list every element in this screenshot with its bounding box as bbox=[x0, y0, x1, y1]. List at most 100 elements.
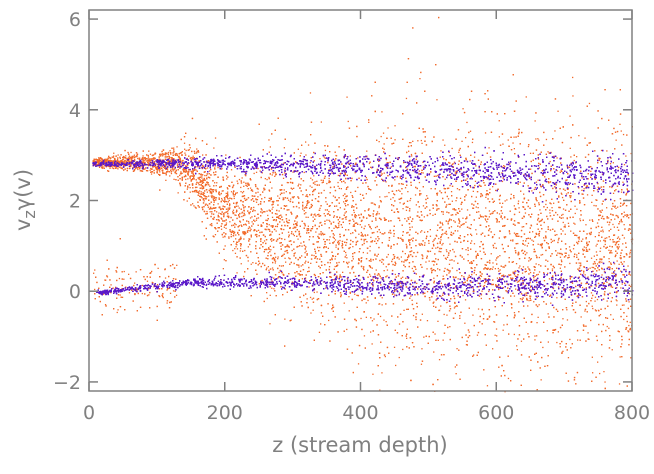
scatter-point bbox=[527, 145, 530, 148]
scatter-point bbox=[449, 243, 451, 245]
scatter-point bbox=[142, 160, 145, 162]
scatter-point bbox=[566, 309, 568, 311]
scatter-point bbox=[287, 231, 290, 233]
scatter-point bbox=[215, 197, 218, 199]
scatter-point bbox=[94, 288, 96, 291]
scatter-point bbox=[398, 189, 400, 191]
scatter-point bbox=[531, 190, 533, 192]
scatter-point bbox=[278, 197, 281, 199]
scatter-point bbox=[231, 198, 233, 200]
scatter-point bbox=[352, 246, 354, 248]
scatter-point bbox=[115, 155, 117, 157]
scatter-point bbox=[567, 222, 570, 224]
scatter-point bbox=[267, 266, 269, 268]
scatter-point bbox=[339, 239, 341, 242]
scatter-point bbox=[547, 272, 549, 274]
scatter-point bbox=[613, 272, 615, 275]
scatter-point bbox=[284, 238, 286, 241]
scatter-point bbox=[513, 312, 516, 314]
scatter-point bbox=[569, 278, 571, 280]
scatter-point bbox=[612, 223, 614, 226]
scatter-point bbox=[315, 252, 317, 254]
scatter-point bbox=[240, 186, 242, 189]
scatter-point bbox=[501, 180, 504, 183]
scatter-point bbox=[150, 167, 152, 170]
scatter-point bbox=[534, 186, 536, 189]
scatter-point bbox=[494, 268, 496, 270]
scatter-point bbox=[416, 282, 418, 284]
scatter-point bbox=[620, 287, 622, 289]
scatter-point bbox=[225, 154, 227, 156]
scatter-point bbox=[471, 240, 473, 242]
scatter-point bbox=[595, 259, 598, 261]
scatter-point bbox=[244, 249, 246, 252]
scatter-point bbox=[382, 233, 385, 235]
scatter-point bbox=[406, 308, 408, 310]
scatter-point bbox=[536, 335, 538, 337]
scatter-point bbox=[601, 189, 603, 191]
scatter-point bbox=[249, 211, 251, 213]
scatter-point bbox=[241, 211, 244, 213]
scatter-point bbox=[457, 163, 460, 165]
scatter-point bbox=[470, 186, 472, 188]
scatter-point bbox=[106, 276, 109, 278]
scatter-point bbox=[295, 223, 297, 225]
scatter-point bbox=[376, 231, 379, 233]
scatter-point bbox=[469, 160, 471, 162]
scatter-point bbox=[115, 160, 117, 162]
scatter-point bbox=[575, 162, 577, 164]
scatter-point bbox=[561, 351, 563, 353]
scatter-point bbox=[149, 169, 151, 171]
scatter-point bbox=[235, 202, 237, 204]
scatter-point bbox=[475, 229, 477, 231]
scatter-point bbox=[310, 177, 312, 179]
scatter-point bbox=[540, 254, 542, 256]
scatter-point bbox=[410, 153, 413, 156]
scatter-point bbox=[595, 251, 598, 253]
scatter-point bbox=[426, 291, 429, 293]
scatter-point bbox=[192, 172, 194, 174]
scatter-point bbox=[333, 215, 336, 217]
scatter-point bbox=[611, 252, 613, 254]
scatter-point bbox=[135, 271, 137, 273]
scatter-point bbox=[169, 150, 171, 152]
scatter-point bbox=[241, 177, 243, 179]
scatter-point bbox=[337, 248, 339, 250]
scatter-point bbox=[264, 178, 266, 180]
scatter-point bbox=[394, 273, 396, 276]
scatter-point bbox=[156, 171, 159, 173]
scatter-point bbox=[412, 140, 414, 142]
scatter-point bbox=[431, 260, 433, 263]
scatter-point bbox=[619, 356, 621, 358]
scatter-point bbox=[134, 159, 136, 161]
scatter-point bbox=[185, 149, 187, 152]
scatter-point bbox=[499, 255, 501, 257]
scatter-point bbox=[467, 249, 469, 251]
scatter-point bbox=[232, 209, 235, 211]
scatter-point bbox=[193, 177, 195, 179]
scatter-point bbox=[449, 284, 451, 287]
scatter-point bbox=[472, 287, 474, 289]
scatter-point bbox=[589, 219, 591, 221]
scatter-point bbox=[224, 245, 226, 247]
scatter-point bbox=[199, 179, 201, 181]
scatter-point bbox=[371, 320, 374, 322]
scatter-point bbox=[120, 166, 122, 168]
scatter-point bbox=[288, 246, 290, 248]
scatter-point bbox=[568, 183, 570, 186]
scatter-point bbox=[499, 269, 501, 271]
scatter-point bbox=[518, 301, 520, 303]
scatter-point bbox=[629, 274, 632, 276]
scatter-point bbox=[453, 251, 455, 253]
scatter-point bbox=[363, 240, 365, 242]
scatter-point bbox=[495, 259, 497, 261]
scatter-point bbox=[608, 261, 610, 263]
scatter-point bbox=[300, 274, 302, 276]
scatter-point bbox=[399, 176, 401, 178]
scatter-point bbox=[541, 253, 544, 256]
scatter-point bbox=[236, 192, 238, 194]
scatter-point bbox=[574, 223, 576, 225]
scatter-point bbox=[454, 366, 456, 368]
scatter-point bbox=[348, 310, 350, 312]
scatter-point bbox=[457, 278, 459, 280]
